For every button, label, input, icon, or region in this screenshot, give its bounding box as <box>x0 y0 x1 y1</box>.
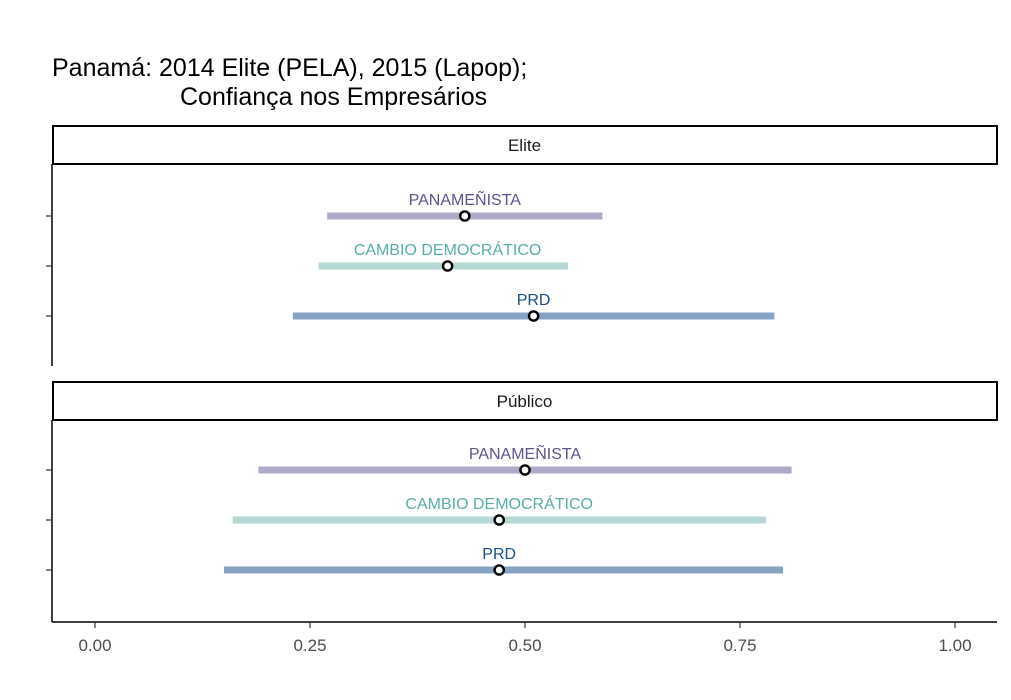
panel-1-label-prd: PRD <box>517 292 551 309</box>
panel-2-label-paname-ista: PANAMEÑISTA <box>469 443 582 463</box>
panel-2-label-prd: PRD <box>482 546 516 563</box>
panel-1-strip-label: Elite <box>508 136 541 155</box>
x-tick-label: 1.00 <box>938 636 971 655</box>
panel-2-label-cambio-democr-tico: CAMBIO DEMOCRÁTICO <box>405 494 593 513</box>
panel-1-strip <box>52 125 998 165</box>
x-tick-label: 0.75 <box>723 636 756 655</box>
panel-1-point-cambio-democr-tico <box>441 260 454 272</box>
panel-1-label-paname-ista: PANAMEÑISTA <box>409 189 522 209</box>
panel-2-point-cambio-democr-tico <box>493 514 506 526</box>
panel-2-strip-label: Público <box>497 392 553 411</box>
x-tick-label: 0.25 <box>293 636 326 655</box>
x-tick-label: 0.00 <box>78 636 111 655</box>
panel-1-label-cambio-democr-tico: CAMBIO DEMOCRÁTICO <box>354 240 542 259</box>
chart-title-line-1: Panamá: 2014 Elite (PELA), 2015 (Lapop); <box>52 54 528 82</box>
x-tick-label: 0.50 <box>508 636 541 655</box>
panel-1-point-prd <box>527 310 540 322</box>
chart-title-line-2: Confiança nos Empresários <box>180 83 488 111</box>
panel-2-point-paname-ista <box>519 464 531 476</box>
panel-2-point-prd <box>493 564 506 576</box>
chart-title: Panamá: 2014 Elite (PELA), 2015 (Lapop);… <box>52 54 527 112</box>
panel-1-point-paname-ista <box>458 210 471 222</box>
panel-2-strip <box>52 381 998 421</box>
